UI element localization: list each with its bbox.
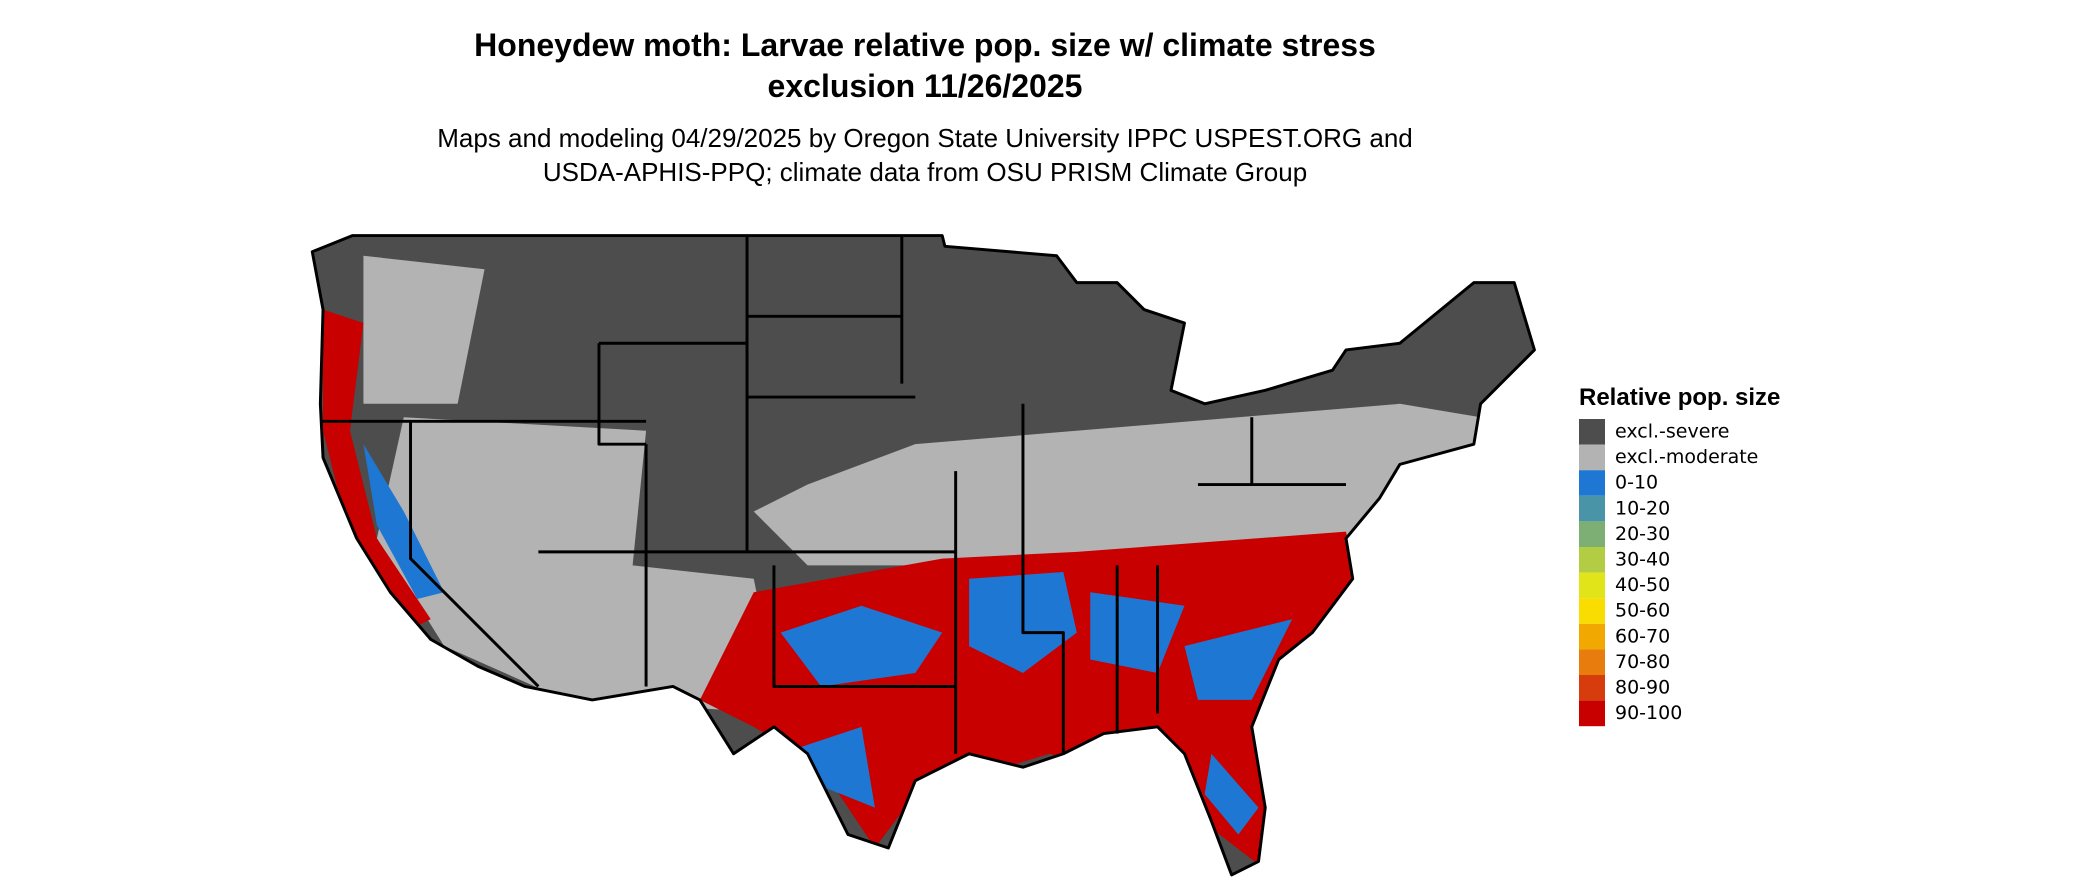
region-high [323,309,431,633]
legend: excl.-severe excl.-moderate 0-10 10-20 20-30… [1579,419,1758,727]
subtitle-line: USDA-APHIS-PPQ; climate data from OSU PR… [543,157,1307,187]
legend-swatch [1579,495,1605,522]
state-borders [320,235,1346,754]
legend-swatch [1579,419,1605,445]
legend-label: excl.-moderate [1615,446,1758,468]
region-moderate [376,417,781,714]
legend-swatch [1579,623,1605,650]
legend-label: 10-20 [1615,497,1670,519]
title-line: exclusion 11/26/2025 [768,68,1083,104]
us-map [310,234,1536,877]
legend-label: 20-30 [1615,523,1670,545]
region-low [780,572,1293,835]
legend-label: 90-100 [1615,702,1682,724]
legend-swatch [1579,547,1605,573]
region-moderate [363,255,485,404]
legend-label: 40-50 [1615,574,1670,596]
region-low [363,444,445,599]
legend-swatch [1579,572,1605,599]
subtitle-line: Maps and modeling 04/29/2025 by Oregon S… [437,123,1413,153]
map-fill [312,235,1535,875]
us-outline [310,234,1536,877]
region-moderate [753,403,1481,566]
legend-label: 0-10 [1615,472,1658,494]
legend-label: 60-70 [1615,625,1670,647]
legend-title: Relative pop. size [1579,384,1780,411]
legend-label: 30-40 [1615,549,1670,571]
title-line: Honeydew moth: Larvae relative pop. size… [474,27,1376,63]
legend-swatch [1579,649,1605,675]
legend-swatch [1579,598,1605,624]
legend-swatch [1579,444,1605,471]
legend-label: 50-60 [1615,600,1670,622]
legend-label: 80-90 [1615,677,1670,699]
legend-label: 70-80 [1615,651,1670,673]
legend-swatch [1579,675,1605,701]
legend-swatch [1579,470,1605,496]
legend-label: excl.-severe [1615,421,1730,443]
legend-swatch [1579,700,1605,727]
legend-swatch [1579,521,1605,547]
